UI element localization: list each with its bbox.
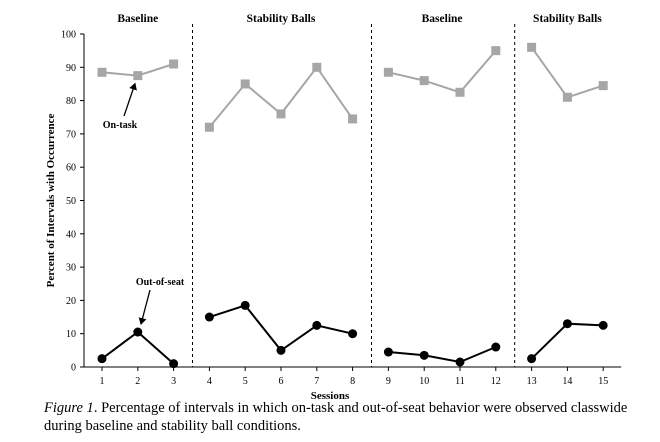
- y-tick-label: 50: [66, 196, 76, 207]
- y-tick-label: 40: [66, 229, 76, 240]
- data-point: [348, 114, 358, 124]
- data-point: [598, 320, 608, 330]
- x-tick-label: 6: [279, 376, 284, 387]
- data-point: [276, 109, 286, 119]
- x-tick-label: 7: [314, 376, 319, 387]
- y-tick-label: 10: [66, 329, 76, 340]
- x-tick-label: 3: [171, 376, 176, 387]
- y-tick-label: 30: [66, 263, 76, 274]
- data-point: [240, 300, 250, 310]
- x-tick-label: 11: [455, 376, 465, 387]
- x-tick-label: 9: [386, 376, 391, 387]
- data-point: [383, 67, 393, 77]
- data-point: [419, 350, 429, 360]
- annotation-arrow: [123, 82, 137, 117]
- data-point: [204, 122, 214, 132]
- x-tick-label: 13: [527, 376, 537, 387]
- annotation-label: Out-of-seat: [136, 277, 185, 288]
- data-point: [383, 347, 393, 357]
- x-tick-label: 12: [491, 376, 501, 387]
- y-tick-label: 0: [71, 363, 76, 374]
- data-point: [419, 76, 429, 86]
- series-line: [388, 49, 497, 94]
- phase-label: Stability Balls: [247, 13, 316, 25]
- series-line: [209, 304, 353, 352]
- x-tick-label: 15: [598, 376, 608, 387]
- data-series: [97, 300, 608, 369]
- data-point: [527, 42, 537, 52]
- x-tick-label: 4: [207, 376, 212, 387]
- y-axis-title: Percent of Intervals with Occurrence: [45, 114, 57, 288]
- x-tick-label: 1: [100, 376, 105, 387]
- data-point: [455, 357, 465, 367]
- data-point: [97, 354, 107, 364]
- data-point: [169, 359, 179, 369]
- phase-label: Baseline: [117, 13, 158, 25]
- data-point: [204, 312, 214, 322]
- annotation-arrow: [138, 289, 151, 326]
- x-tick-label: 5: [243, 376, 248, 387]
- data-point: [312, 62, 322, 72]
- series-line: [530, 322, 604, 360]
- data-series: [97, 42, 608, 132]
- data-point: [240, 79, 250, 89]
- y-tick-label: 20: [66, 296, 76, 307]
- y-tick-label: 70: [66, 129, 76, 140]
- data-point: [598, 81, 608, 91]
- data-point: [169, 59, 179, 69]
- data-point: [455, 87, 465, 97]
- figure-label: Figure 1: [44, 400, 94, 416]
- series-line: [101, 330, 175, 365]
- x-tick-label: 14: [562, 376, 572, 387]
- data-point: [491, 46, 501, 56]
- series-line: [388, 346, 497, 364]
- data-point: [133, 71, 143, 81]
- figure-caption: Figure 1. Percentage of intervals in whi…: [44, 399, 644, 435]
- y-tick-label: 60: [66, 163, 76, 174]
- series-line: [530, 46, 604, 99]
- data-point: [562, 319, 572, 329]
- y-tick-label: 90: [66, 63, 76, 74]
- data-point: [133, 327, 143, 337]
- phase-label: Stability Balls: [533, 13, 602, 25]
- data-point: [348, 329, 358, 339]
- caption-text: . Percentage of intervals in which on-ta…: [44, 400, 628, 434]
- data-point: [97, 67, 107, 77]
- x-tick-label: 8: [350, 376, 355, 387]
- y-tick-label: 100: [61, 30, 76, 41]
- data-point: [312, 320, 322, 330]
- data-point: [562, 92, 572, 102]
- x-axis-title: Sessions: [311, 390, 350, 400]
- data-point: [276, 345, 286, 355]
- annotation-label: On-task: [103, 120, 138, 131]
- x-tick-label: 10: [419, 376, 429, 387]
- y-tick-label: 80: [66, 96, 76, 107]
- x-tick-label: 2: [135, 376, 140, 387]
- phase-label: Baseline: [422, 13, 463, 25]
- data-point: [527, 354, 537, 364]
- data-point: [491, 342, 501, 352]
